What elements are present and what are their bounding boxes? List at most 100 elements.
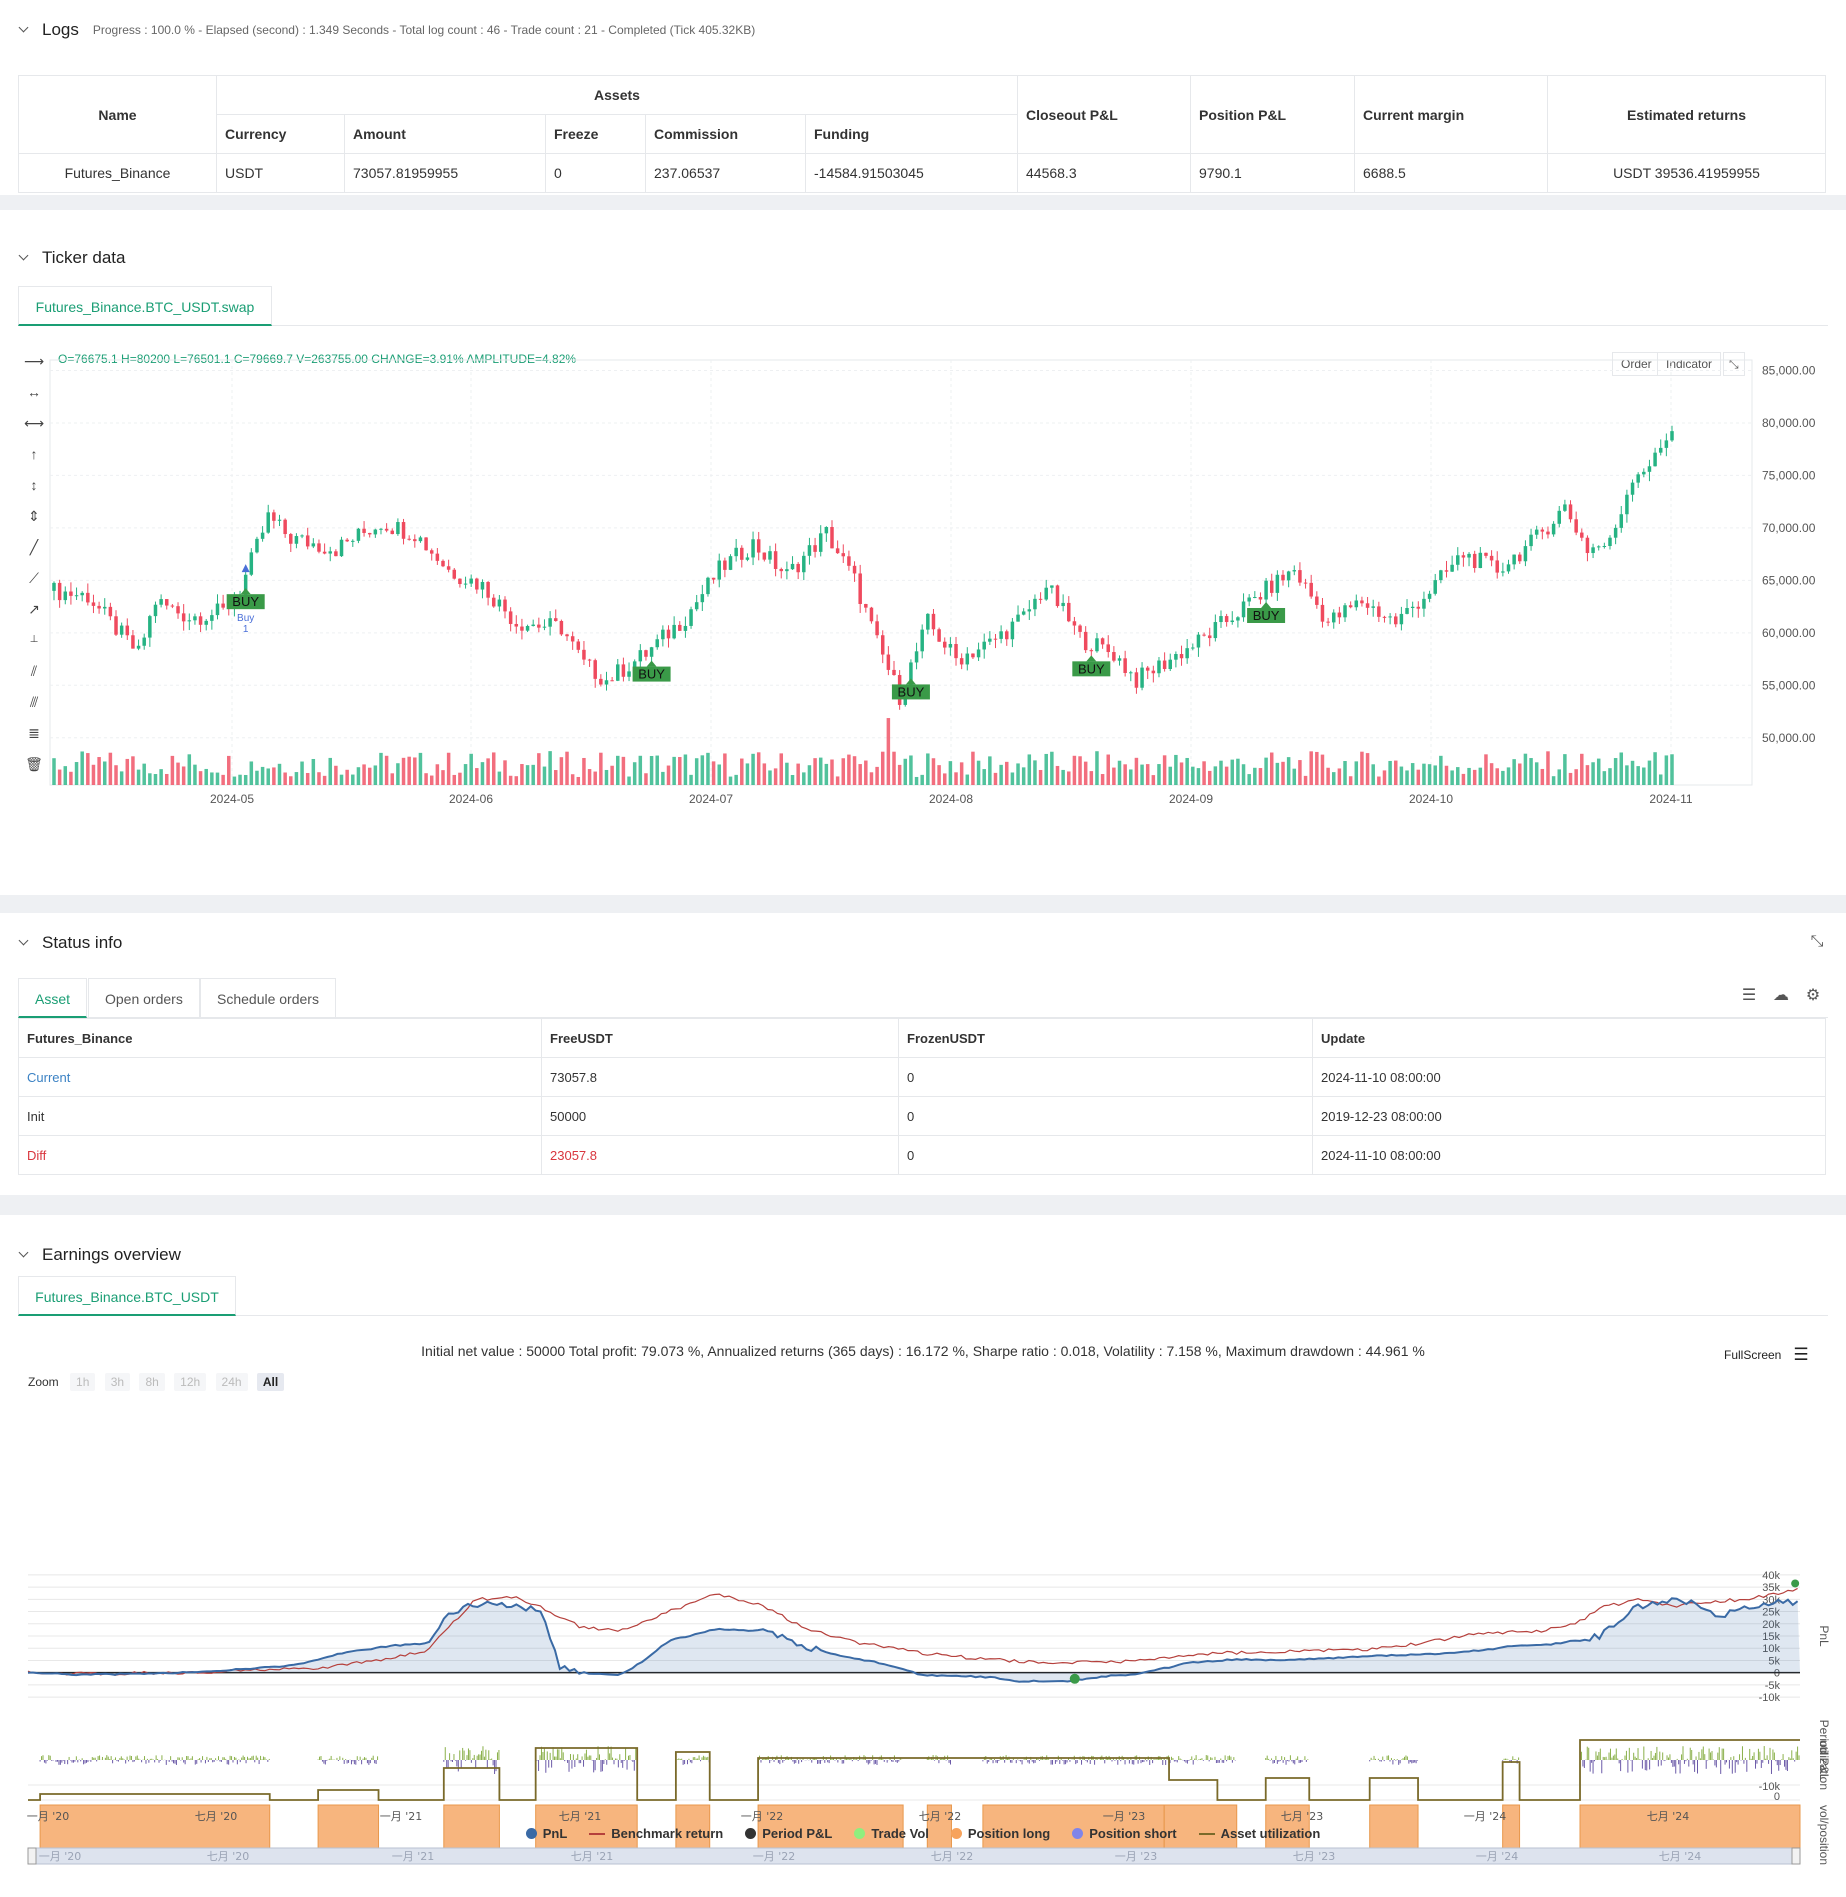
candle-body (418, 537, 423, 542)
chevron-down-icon[interactable] (18, 937, 30, 949)
candle-body (988, 638, 992, 642)
col-funding: Funding (805, 114, 1018, 154)
legend-position-short[interactable]: Position short (1072, 1826, 1177, 1841)
tab-btc-usdt-swap[interactable]: Futures_Binance.BTC_USDT.swap (18, 286, 272, 326)
volume-bar (1117, 760, 1122, 785)
fullscreen-label[interactable]: FullScreen (1724, 1348, 1782, 1362)
trash-icon[interactable]: 🗑 (25, 756, 43, 772)
legend-swatch (525, 1828, 537, 1839)
legend-pnl[interactable]: PnL (525, 1826, 567, 1841)
zoom-24h[interactable]: 24h (215, 1373, 248, 1391)
candle-body (948, 644, 953, 648)
candle-body (700, 594, 705, 603)
candle-body (52, 582, 56, 591)
candle-body (542, 626, 547, 628)
zoom-12h[interactable]: 12h (174, 1373, 207, 1391)
candle-body (1636, 474, 1640, 483)
zoom-8h[interactable]: 8h (139, 1373, 165, 1391)
list-icon[interactable]: ☰ (1741, 987, 1757, 1004)
collapse-icon[interactable]: ⤡ (1810, 933, 1824, 950)
volume-bar (260, 766, 265, 785)
volume-bar (756, 752, 761, 785)
gear-icon[interactable]: ⚙ (1805, 987, 1821, 1004)
legend-asset-utilization[interactable]: Asset utilization (1198, 1826, 1320, 1841)
earnings-title: Earnings overview (42, 1245, 181, 1264)
ticker-panel: Ticker data Futures_Binance.BTC_USDT.swa… (0, 210, 1846, 895)
candle-body (1467, 553, 1471, 558)
candle-body (1258, 597, 1263, 600)
horizontal-ray-icon[interactable]: ⟶ (24, 353, 45, 369)
legend-period-pnl[interactable]: Period P&L (745, 1826, 832, 1841)
candle-body (982, 641, 986, 650)
candle-body (1489, 555, 1494, 561)
vertical-segment-icon[interactable]: ⇕ (28, 508, 40, 524)
vertical-ray-icon[interactable]: ↑ (30, 446, 38, 462)
fullscreen-button[interactable]: FullScreen ☰ (1724, 1345, 1809, 1365)
vertical-line-icon[interactable]: ↕ (30, 477, 38, 493)
candle-body (672, 624, 676, 639)
candle-body (1658, 447, 1663, 453)
tab-asset[interactable]: Asset (18, 978, 88, 1018)
volume-bar (1140, 764, 1144, 785)
volume-bar (554, 770, 558, 785)
tab-schedule-orders[interactable]: Schedule orders (200, 978, 336, 1018)
trend-line-icon[interactable]: ╱ (29, 539, 39, 555)
candle-body (1140, 667, 1144, 688)
volume-bar (610, 765, 614, 785)
pnl-tick-label: 25k (1762, 1607, 1780, 1619)
volume-bar (1123, 764, 1127, 785)
expand-icon[interactable]: ⤡ (1723, 352, 1745, 376)
chevron-down-icon[interactable] (18, 252, 30, 264)
cloud-download-icon[interactable]: ☁ (1773, 987, 1789, 1004)
tab-open-orders[interactable]: Open orders (88, 978, 200, 1018)
candle-body (717, 560, 721, 580)
volume-bar (537, 753, 541, 785)
candle-body (181, 613, 186, 622)
candle-body (689, 609, 693, 626)
price-tick-label: 60,000.00 (1762, 626, 1816, 640)
volume-bar (903, 758, 908, 785)
candle-body (1292, 570, 1297, 572)
volume-bar (1585, 765, 1590, 785)
time-tick-label: 2024-08 (929, 792, 973, 806)
volume-bar (1365, 753, 1370, 785)
status-header[interactable]: Status info (18, 933, 122, 953)
candle-body (1264, 580, 1268, 600)
fib-retracement-icon[interactable]: ≣ (28, 725, 40, 741)
candle-body (1241, 601, 1246, 618)
col-freeze: Freeze (545, 114, 646, 154)
zoom-3h[interactable]: 3h (104, 1373, 131, 1391)
candle-body (1044, 587, 1048, 600)
zoom-all[interactable]: All (256, 1373, 285, 1391)
fib-lines-icon[interactable]: ⫻ (29, 694, 39, 710)
candlestick-chart[interactable]: 85,000.00 80,000.00 75,000.00 70,000.00 65,0… (0, 345, 1846, 835)
volume-bar (1145, 764, 1150, 785)
parallel-channel-icon[interactable]: ⫽ (30, 663, 38, 679)
horizontal-line-icon[interactable]: ↔ (27, 384, 41, 400)
legend-position-long[interactable]: Position long (950, 1826, 1050, 1841)
candle-body (193, 616, 197, 621)
legend-benchmark[interactable]: Benchmark return (589, 1826, 723, 1841)
chevron-down-icon[interactable] (18, 24, 30, 36)
menu-icon[interactable]: ☰ (1793, 1345, 1809, 1364)
logs-header[interactable]: Logs Progress : 100.0 % - Elapsed (secon… (18, 20, 755, 40)
col-name: Name (18, 75, 217, 154)
zoom-1h[interactable]: 1h (70, 1373, 96, 1391)
candle-body (537, 624, 541, 628)
ray-line-icon[interactable]: ⟋ (29, 570, 39, 586)
earnings-header[interactable]: Earnings overview (18, 1245, 181, 1265)
legend-trade-vol[interactable]: Trade Vol (854, 1826, 929, 1841)
price-line-icon[interactable]: ⊥ (29, 634, 39, 645)
candle-body (334, 551, 338, 557)
volume-bar (1619, 752, 1624, 785)
tab-btc-usdt[interactable]: Futures_Binance.BTC_USDT (18, 1276, 236, 1316)
ticker-header[interactable]: Ticker data (18, 248, 125, 268)
earnings-chart[interactable]: 40k35k30k25k20k15k10k5k0-5k-10kPnL-10kPe… (0, 1215, 1846, 1897)
candle-body (283, 519, 287, 535)
volume-bar (193, 764, 197, 785)
pnl-tick-label: 30k (1762, 1594, 1780, 1606)
arrow-line-icon[interactable]: ↗ (28, 601, 40, 617)
candle-body (491, 597, 496, 607)
horizontal-segment-icon[interactable]: ⟷ (24, 415, 45, 431)
candle-body (1456, 555, 1460, 565)
